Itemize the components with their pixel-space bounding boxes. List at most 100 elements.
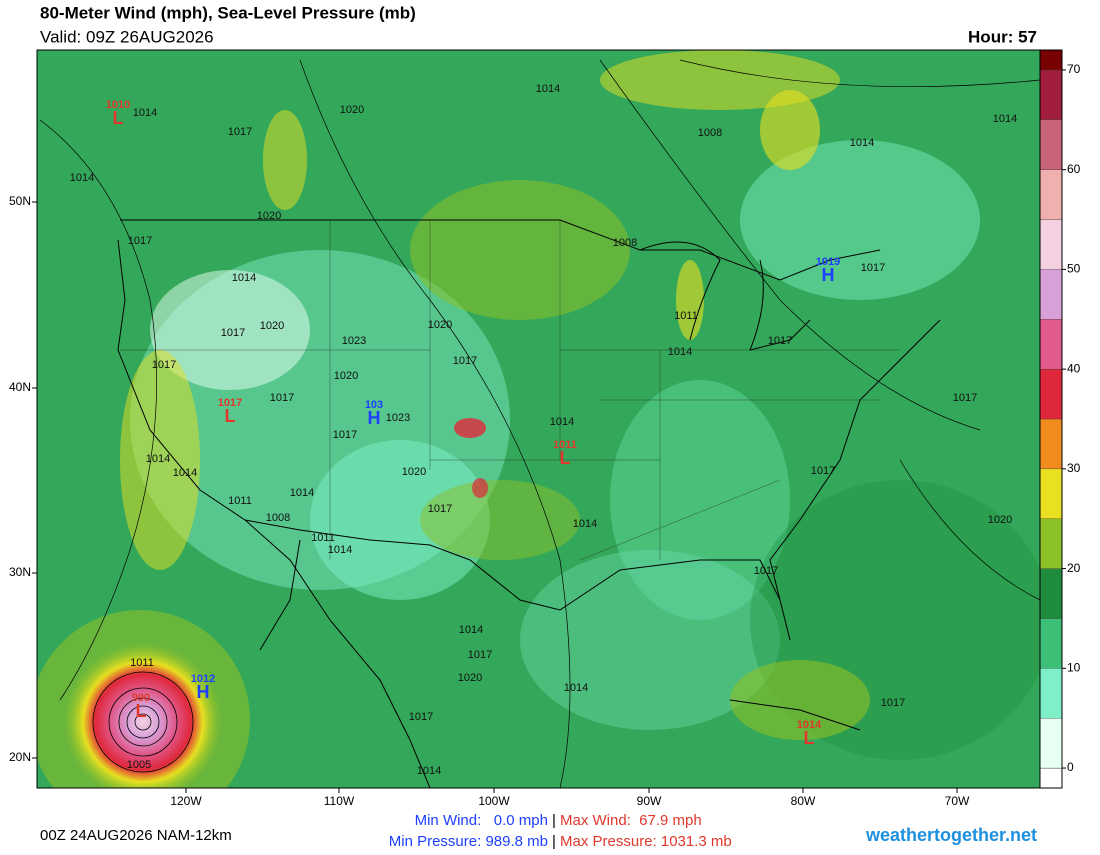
center-value: 1017 — [218, 397, 242, 409]
isobar-label: 1020 — [988, 514, 1012, 526]
lon-label: 80W — [791, 794, 816, 808]
isobar-label: 1017 — [953, 392, 977, 404]
isobar-label: 1020 — [260, 320, 284, 332]
isobar-label: 1017 — [811, 465, 835, 477]
colorbar-swatch — [1039, 319, 1063, 370]
isobar-label: 1014 — [850, 137, 874, 149]
isobar-label: 1014 — [70, 172, 94, 184]
isobar-label: 1011 — [228, 495, 252, 507]
site-name: weathertogether.net — [865, 825, 1037, 845]
colorbar-label: 20 — [1067, 561, 1081, 575]
isobar-label: 1014 — [459, 624, 483, 636]
max-wind: Max Wind: 67.9 mph — [560, 812, 702, 829]
colorbar-swatch — [1039, 518, 1063, 569]
isobar-label: 1008 — [698, 127, 722, 139]
valid-time: Valid: 09Z 26AUG2026 — [40, 27, 214, 46]
isobar-label: 1008 — [613, 237, 637, 249]
lat-label: 40N — [9, 380, 31, 394]
colorbar-label: 50 — [1067, 262, 1081, 276]
lon-label: 110W — [324, 794, 355, 808]
center-letter: L — [113, 108, 124, 128]
isobar-label: 1014 — [993, 113, 1017, 125]
isobar-label: 1020 — [257, 210, 281, 222]
isobar-label: 1011 — [311, 532, 335, 544]
center-letter: H — [822, 265, 835, 285]
colorbar-label: 0 — [1067, 760, 1074, 774]
isobar-label: 1014 — [550, 416, 574, 428]
center-value: 1012 — [191, 673, 215, 685]
colorbar-label: 10 — [1067, 660, 1081, 674]
min-wind: Min Wind: 0.0 mph — [415, 812, 548, 829]
center-value: 1011 — [553, 439, 577, 451]
center-letter: L — [804, 728, 815, 748]
isobar-label: 1017 — [409, 711, 433, 723]
lat-label: 30N — [9, 565, 31, 579]
colorbar-swatch — [1039, 468, 1063, 519]
separator: | — [552, 812, 556, 829]
center-value: 1019 — [816, 256, 840, 268]
isobar-label: 1017 — [152, 359, 176, 371]
colorbar-swatch — [1039, 269, 1063, 320]
title: 80-Meter Wind (mph), Sea-Level Pressure … — [40, 3, 416, 22]
isobar-label: 1014 — [417, 765, 441, 777]
isobar-label: 1017 — [270, 392, 294, 404]
map-field — [37, 50, 1040, 788]
center-letter: L — [225, 406, 236, 426]
isobar-label: 1020 — [458, 672, 482, 684]
isobar-label: 1017 — [453, 355, 477, 367]
isobar-label: 1020 — [340, 104, 364, 116]
isobar-label: 1014 — [668, 346, 692, 358]
isobar-label: 1020 — [428, 319, 452, 331]
isobar-label: 1017 — [221, 327, 245, 339]
isobar-label: 1014 — [133, 107, 157, 119]
isobar-label: 1017 — [428, 503, 452, 515]
lon-label: 100W — [478, 794, 510, 808]
colorbar-swatch — [1039, 368, 1063, 420]
isobar-label: 1011 — [674, 310, 698, 322]
isobar-label: 1020 — [402, 466, 426, 478]
max-pressure: Max Pressure: 1031.3 mb — [560, 833, 732, 850]
isobar-label: 1023 — [386, 412, 410, 424]
isobar-label: 1014 — [328, 544, 352, 556]
colorbar-swatch — [1039, 69, 1063, 120]
lat-label: 20N — [9, 750, 31, 764]
lat-label: 50N — [9, 194, 31, 208]
min-pressure: Min Pressure: 989.8 mb — [389, 833, 548, 850]
isobar-label: 1014 — [564, 682, 588, 694]
isobar-label: 1014 — [146, 453, 170, 465]
colorbar-label: 70 — [1067, 62, 1081, 76]
isobar-label: 1017 — [881, 697, 905, 709]
colorbar-label: 40 — [1067, 361, 1081, 375]
center-value: 103 — [365, 399, 383, 411]
lon-label: 120W — [170, 794, 202, 808]
colorbar-label: 30 — [1067, 461, 1081, 475]
isobar-label: 1017 — [333, 429, 357, 441]
center-letter: L — [560, 448, 571, 468]
isobar-label: 1005 — [127, 759, 151, 771]
colorbar-below — [1039, 767, 1063, 789]
colorbar-swatch — [1039, 668, 1063, 719]
isobar-label: 1017 — [468, 649, 492, 661]
isobar-label: 1008 — [266, 512, 290, 524]
isobar-label: 1017 — [228, 126, 252, 138]
colorbar-swatch — [1039, 418, 1063, 470]
lon-label: 70W — [945, 794, 970, 808]
isobar-label: 1017 — [754, 565, 778, 577]
center-value: 1014 — [797, 719, 822, 731]
isobar-label: 1011 — [130, 657, 154, 669]
isobar-label: 1017 — [861, 262, 885, 274]
center-letter: L — [136, 701, 147, 721]
isobar-label: 1014 — [573, 518, 597, 530]
center-letter: H — [368, 408, 381, 428]
center-value: 1010 — [106, 99, 130, 111]
isobar-label: 1017 — [128, 235, 152, 247]
colorbar-label: 60 — [1067, 162, 1081, 176]
colorbar-swatch — [1039, 568, 1063, 619]
isobar-label: 1014 — [290, 487, 314, 499]
isobar-label: 1020 — [334, 370, 358, 382]
center-letter: H — [197, 682, 210, 702]
colorbar-swatch — [1039, 219, 1063, 270]
isobar-label: 1014 — [536, 83, 560, 95]
colorbar-swatch — [1039, 618, 1063, 669]
